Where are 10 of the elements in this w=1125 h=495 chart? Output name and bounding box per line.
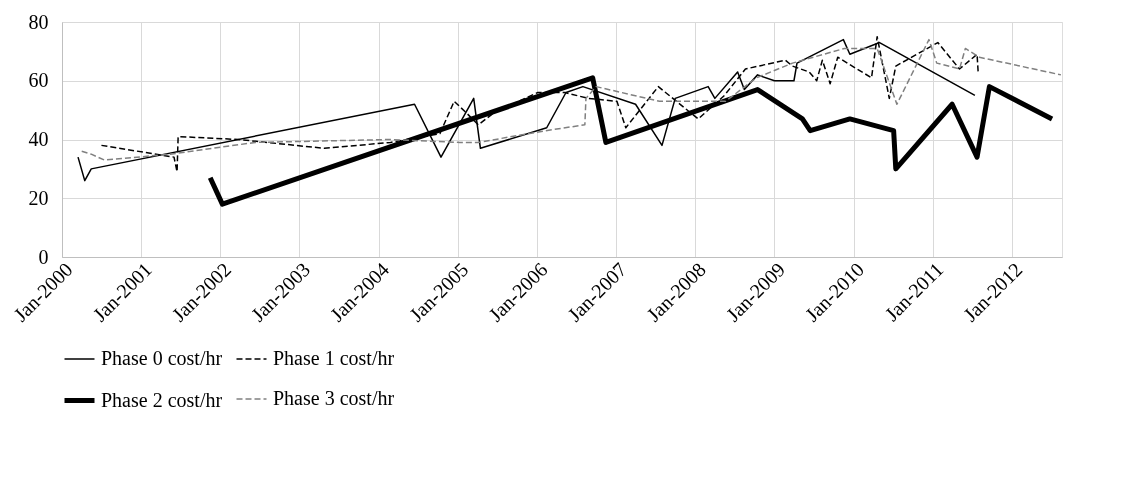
line-series <box>80 38 1062 161</box>
legend-label: Phase 0 cost/hr <box>101 347 223 369</box>
y-tick-label: 80 <box>28 10 49 33</box>
legend-label: Phase 1 cost/hr <box>273 347 395 369</box>
y-tick-label: 60 <box>28 69 49 92</box>
y-tick-label: 40 <box>28 128 49 150</box>
legend-label: Phase 2 cost/hr <box>101 388 223 411</box>
y-tick-label: 20 <box>28 186 49 209</box>
y-tick-label: 0 <box>38 245 49 268</box>
legend-label: Phase 3 cost/hr <box>273 387 395 409</box>
